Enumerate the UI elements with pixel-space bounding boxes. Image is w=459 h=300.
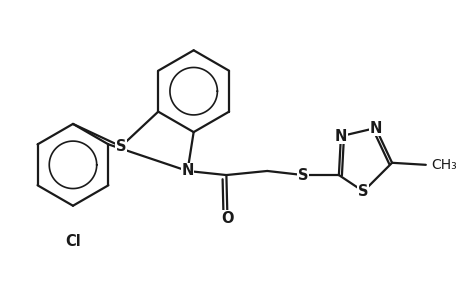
Text: O: O	[221, 211, 233, 226]
Text: Cl: Cl	[65, 234, 81, 249]
Text: N: N	[369, 121, 381, 136]
Text: S: S	[358, 184, 368, 199]
Text: CH₃: CH₃	[430, 158, 456, 172]
Text: S: S	[297, 168, 308, 183]
Text: N: N	[334, 129, 347, 144]
Text: S: S	[116, 139, 126, 154]
Text: N: N	[181, 164, 193, 178]
